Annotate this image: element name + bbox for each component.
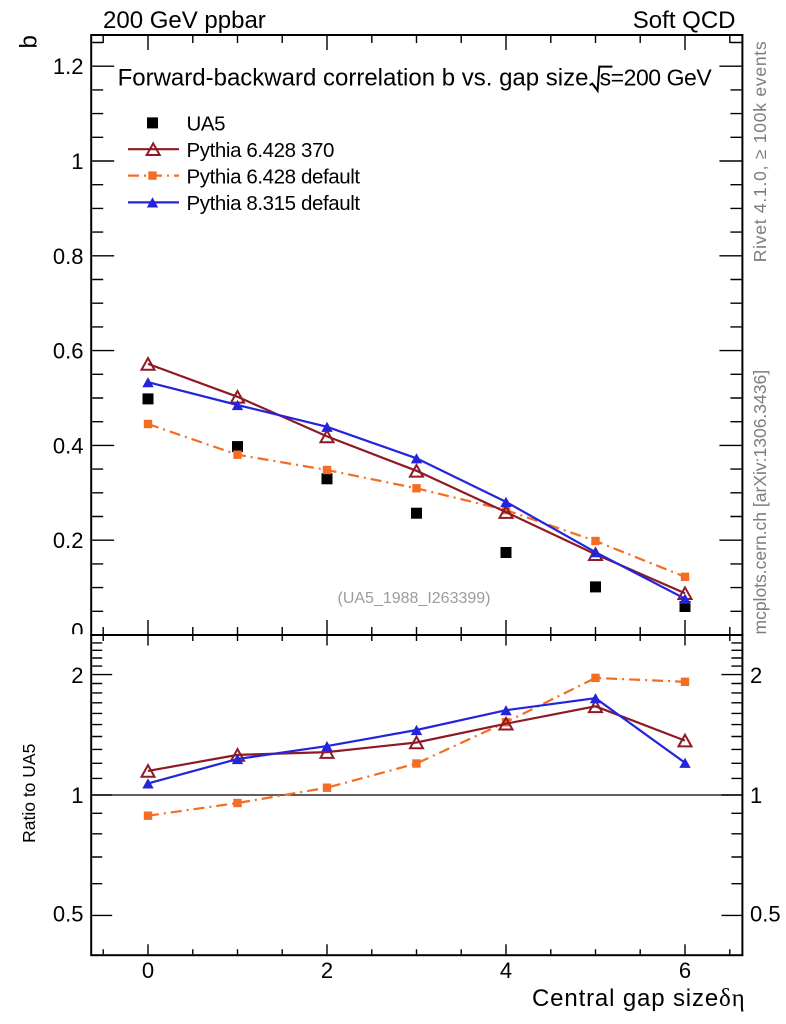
svg-text:Rivet 4.1.0, ≥ 100k events: Rivet 4.1.0, ≥ 100k events xyxy=(750,41,770,263)
svg-text:6: 6 xyxy=(679,958,691,983)
svg-text:UA5: UA5 xyxy=(187,113,226,136)
svg-text:0: 0 xyxy=(142,958,154,983)
svg-text:(UA5_1988_I263399): (UA5_1988_I263399) xyxy=(337,590,490,607)
svg-text:2: 2 xyxy=(71,663,83,688)
svg-text:2: 2 xyxy=(750,663,762,688)
svg-text:Forward-backward correlation b: Forward-backward correlation b vs. gap s… xyxy=(118,65,589,92)
svg-text:1: 1 xyxy=(750,783,762,808)
svg-text:mcplots.cern.ch [arXiv:1306.34: mcplots.cern.ch [arXiv:1306.3436] xyxy=(750,370,770,635)
svg-text:2: 2 xyxy=(321,958,333,983)
svg-text:0.5: 0.5 xyxy=(53,902,84,927)
svg-text:0.6: 0.6 xyxy=(53,339,84,364)
svg-text:0.5: 0.5 xyxy=(750,902,781,927)
svg-text:1: 1 xyxy=(71,783,83,808)
svg-text:0.2: 0.2 xyxy=(53,528,84,553)
svg-text:4: 4 xyxy=(500,958,512,983)
svg-text:Pythia 6.428 370: Pythia 6.428 370 xyxy=(187,139,334,162)
svg-text:1: 1 xyxy=(71,149,83,174)
svg-text:Pythia 6.428 default: Pythia 6.428 default xyxy=(187,165,361,188)
svg-text:Central gap sizeδη: Central gap sizeδη xyxy=(532,985,746,1012)
svg-text:Soft QCD: Soft QCD xyxy=(633,7,736,34)
svg-text:0.8: 0.8 xyxy=(53,244,84,269)
svg-text:0.4: 0.4 xyxy=(53,433,84,458)
svg-text:200 GeV ppbar: 200 GeV ppbar xyxy=(103,7,266,34)
svg-text:Pythia 8.315 default: Pythia 8.315 default xyxy=(187,192,361,215)
svg-text:1.2: 1.2 xyxy=(53,54,84,79)
svg-text:s=200 GeV: s=200 GeV xyxy=(600,65,713,91)
svg-text:b: b xyxy=(16,35,43,48)
svg-text:Ratio to UA5: Ratio to UA5 xyxy=(19,744,39,843)
